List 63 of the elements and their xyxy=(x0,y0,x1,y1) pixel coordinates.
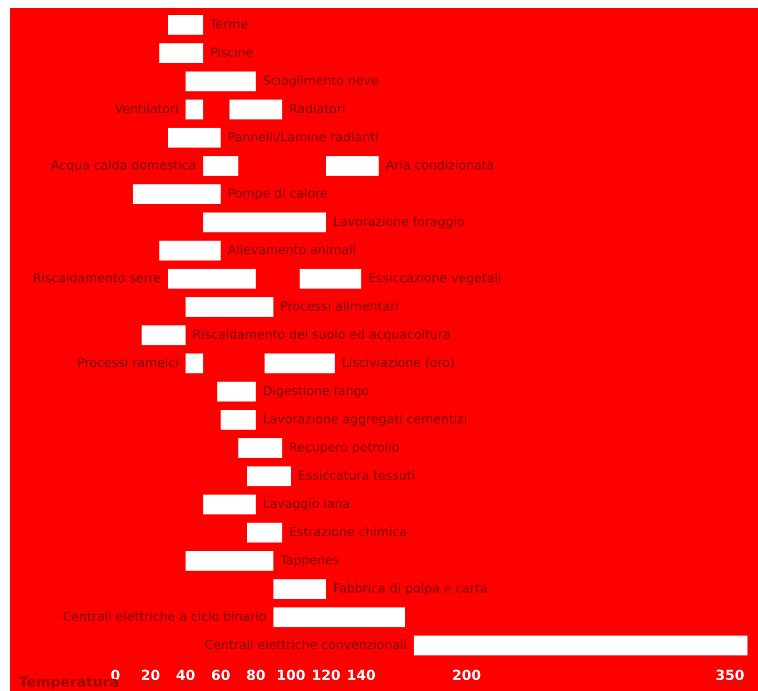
y-tick-label: Pompe di calore xyxy=(228,188,328,200)
y-tick-label: Recupero petrolio xyxy=(290,442,399,454)
data-label: Centrali elettriche a ciclo binario xyxy=(63,611,266,621)
y-tick-label: Fabbrica di polpa e carta xyxy=(334,583,486,596)
bar xyxy=(168,128,221,148)
bar xyxy=(186,71,256,92)
data-label: Riscaldamento serre xyxy=(34,272,160,282)
bar xyxy=(159,43,204,64)
bar xyxy=(168,268,256,289)
y-tick-label: Processi alimentari xyxy=(282,300,398,311)
x-tick-label: 100 xyxy=(278,670,305,680)
bar xyxy=(247,466,291,486)
y-tick-label: Radiatori xyxy=(290,104,344,114)
x-tick-label: 200 xyxy=(453,670,480,680)
y-tick-label: Piscine xyxy=(211,47,253,57)
x-tick-label: 40 xyxy=(176,670,195,680)
y-tick-label: Essiccatura tessuti xyxy=(299,470,414,480)
bar xyxy=(217,382,256,402)
bar xyxy=(414,636,748,656)
y-tick-label: Terme xyxy=(210,19,248,29)
bar xyxy=(186,100,204,120)
bar xyxy=(168,15,204,35)
y-tick-label: Essiccazione vegetali xyxy=(369,272,500,285)
y-tick-label: Lavorazione aggregati cementizi xyxy=(264,414,466,426)
y-tick-label: Pannelli/Lamine radianti xyxy=(228,132,378,142)
y-tick-label: Lavaggio lana xyxy=(264,498,349,510)
x-tick-label: 140 xyxy=(348,670,376,680)
x-tick-label: 350 xyxy=(716,670,744,680)
x-tick-label: 60 xyxy=(212,670,230,680)
bar xyxy=(142,325,186,346)
y-tick-label: Allevamento animali xyxy=(228,244,355,254)
bar xyxy=(203,212,326,232)
data-label: Centrali elettriche convenzionali xyxy=(205,639,406,650)
bar xyxy=(159,240,221,260)
y-tick-label: Tappenes xyxy=(280,555,339,567)
y-tick-label: Estrazione chimica xyxy=(290,526,406,536)
data-label: Acqua calda domestica xyxy=(51,160,196,172)
bar xyxy=(238,438,282,458)
y-tick-label: Scioglimento neve xyxy=(264,75,378,88)
bar xyxy=(273,607,406,628)
bar xyxy=(186,297,274,317)
bar xyxy=(203,494,256,514)
data-label: Processi rameici xyxy=(78,357,178,368)
y-tick-label: Lisciviazione (oro) xyxy=(343,357,454,369)
bar xyxy=(229,100,282,120)
bar xyxy=(203,156,238,176)
bar xyxy=(300,268,362,289)
y-tick-label: Lavorazione foraggio xyxy=(334,216,464,228)
data-label: Ventilatori xyxy=(114,104,178,114)
bar xyxy=(273,579,326,599)
bar xyxy=(186,354,204,374)
y-tick-label: Aria condizionata xyxy=(386,160,494,170)
y-tick-label: Digestione fango xyxy=(264,386,368,398)
bar xyxy=(186,550,274,571)
bar xyxy=(220,410,256,430)
bar xyxy=(326,156,379,176)
bar xyxy=(264,354,335,374)
bar xyxy=(247,522,282,543)
x-tick-label: 80 xyxy=(247,670,265,680)
x-tick-label: 120 xyxy=(313,670,340,680)
bar xyxy=(132,184,221,204)
x-tick-label: 20 xyxy=(142,670,160,680)
y-tick-label: Riscaldamento del suolo ed acquacoltura xyxy=(194,329,450,342)
